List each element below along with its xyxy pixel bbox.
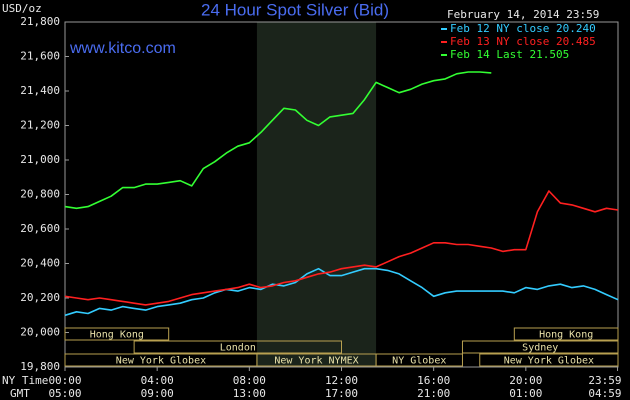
- session-label: NY Globex: [392, 356, 446, 367]
- y-tick-label: 21,400: [20, 84, 60, 97]
- x-tick-label: 23:59: [588, 374, 621, 387]
- session-label: New York Globex: [116, 356, 206, 367]
- subtitle: www.kitco.com: [69, 40, 176, 57]
- x-axis-label: NY Time: [2, 374, 48, 387]
- x-tick-label: 04:00: [141, 374, 174, 387]
- y-axis-label: USD/oz: [2, 2, 42, 15]
- date-label: February 14, 2014 23:59: [447, 8, 599, 21]
- session-box: [513, 327, 619, 341]
- y-tick-label: 20,600: [20, 222, 60, 235]
- session-box: [479, 353, 619, 367]
- y-tick-label: 21,200: [20, 119, 60, 132]
- x2-tick-label: 17:00: [325, 387, 358, 400]
- x2-tick-label: 13:00: [233, 387, 266, 400]
- y-tick-label: 20,400: [20, 257, 60, 270]
- session-label: Hong Kong: [90, 330, 144, 341]
- y-tick-label: 21,000: [20, 153, 60, 166]
- session-label: New York Globex: [504, 356, 594, 367]
- session-box: [64, 327, 170, 341]
- y-tick-label: 20,200: [20, 291, 60, 304]
- x2-tick-label: 09:00: [141, 387, 174, 400]
- legend-label: Feb 14 Last 21.505: [450, 48, 569, 61]
- series-line: [64, 190, 619, 306]
- session-box: [461, 340, 619, 354]
- x-tick-label: 20:00: [509, 374, 542, 387]
- session-box: [375, 353, 463, 367]
- x2-axis-label: GMT: [10, 387, 30, 400]
- x-tick-label: 16:00: [417, 374, 450, 387]
- session-band: [256, 22, 377, 367]
- x2-tick-label: 01:00: [509, 387, 542, 400]
- session-label: London: [220, 343, 256, 354]
- x-tick-label: 12:00: [325, 374, 358, 387]
- x2-tick-label: 21:00: [417, 387, 450, 400]
- session-label: Hong Kong: [539, 330, 593, 341]
- x-tick-label: 00:00: [48, 374, 81, 387]
- series-line: [64, 267, 619, 317]
- y-tick-label: 21,800: [20, 15, 60, 28]
- session-label: Sydney: [522, 343, 558, 354]
- x2-tick-label: 05:00: [48, 387, 81, 400]
- session-label: New York NYMEX: [274, 356, 358, 367]
- series-line: [64, 71, 492, 210]
- legend-label: Feb 12 NY close 20.240: [450, 22, 596, 35]
- x2-tick-label: 04:59: [588, 387, 621, 400]
- y-tick-label: 19,800: [20, 360, 60, 373]
- x-tick-label: 08:00: [233, 374, 266, 387]
- y-tick-label: 21,600: [20, 50, 60, 63]
- y-tick-label: 20,000: [20, 326, 60, 339]
- session-box: [133, 340, 342, 354]
- y-tick-label: 20,800: [20, 188, 60, 201]
- legend-label: Feb 13 NY close 20.485: [450, 35, 596, 48]
- chart-title: 24 Hour Spot Silver (Bid): [201, 0, 389, 19]
